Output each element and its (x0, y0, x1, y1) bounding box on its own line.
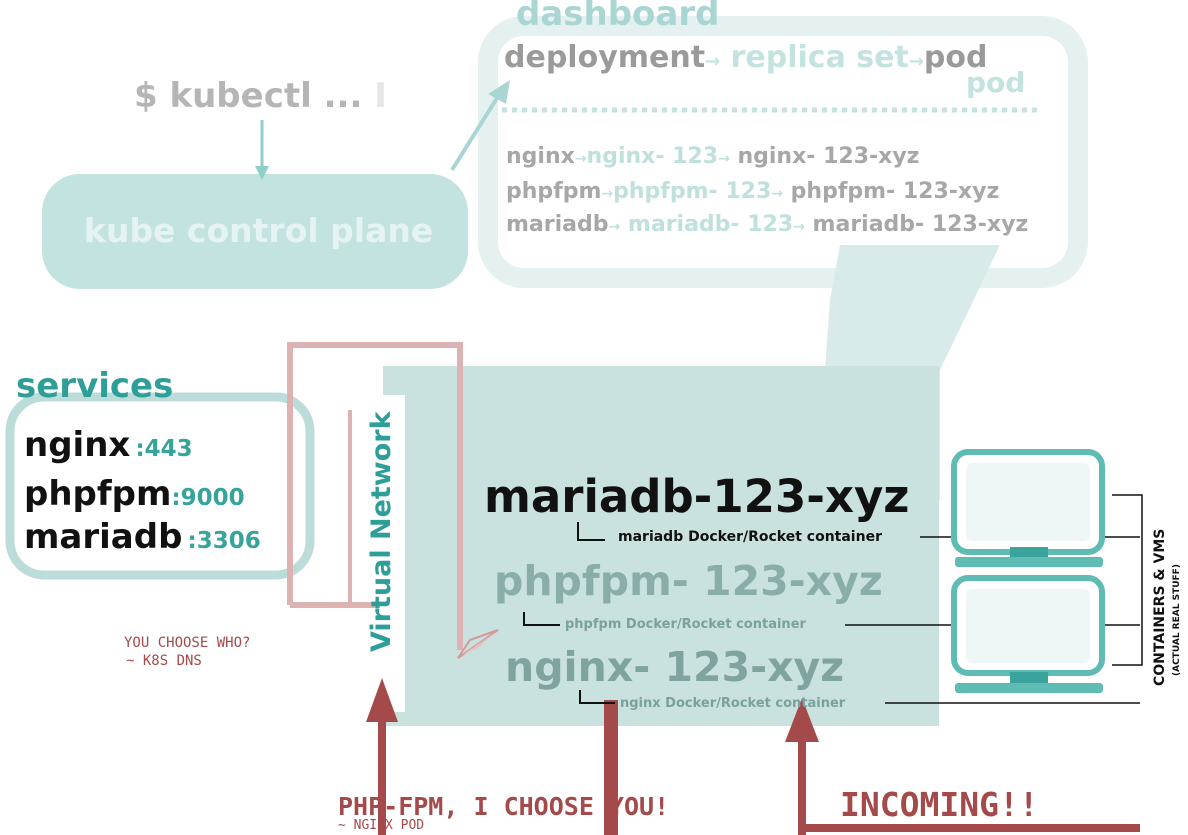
kubectl-command: $ kubectl ... I (134, 76, 387, 116)
service-phpfpm: phpfpm:9000 (24, 474, 245, 514)
cluster-area (383, 366, 939, 726)
header-arrow-1: → (705, 51, 721, 72)
service-name: nginx (24, 425, 131, 465)
row-replica-set: nginx- 123 (586, 144, 719, 169)
dns-arrow-fill (462, 632, 496, 655)
dashboard-arrow-line (450, 88, 504, 172)
services-frame (5, 392, 315, 580)
dashboard-frame (478, 16, 1088, 288)
dns-question-note: YOU CHOOSE WHO? (124, 635, 251, 651)
dashboard-header: deployment→ replica set→pod (504, 40, 987, 75)
row-pod: phpfpm- 123-xyz (790, 179, 1000, 204)
machine-1-stand (1010, 547, 1048, 559)
pod-nginx-container: nginx Docker/Rocket container (620, 696, 846, 711)
header-deployment: deployment (504, 40, 706, 75)
service-name: mariadb (24, 517, 183, 557)
dashboard-row: mariadb→ mariadb- 123→ mariadb- 123-xyz (506, 212, 1028, 237)
machine-2-base (955, 683, 1103, 693)
header-arrow-2: → (908, 51, 924, 72)
service-port: :3306 (187, 528, 261, 554)
row-deployment: nginx (506, 144, 575, 169)
incoming-note: INCOMING!! (840, 785, 1039, 824)
machine-1-screen (966, 463, 1090, 541)
pod-mariadb-name: mariadb-123-xyz (484, 470, 910, 523)
dashboard-row: nginx→nginx- 123→ nginx- 123-xyz (506, 144, 919, 169)
dashboard-arrow-head (488, 80, 510, 104)
row-replica-set: phpfpm- 123 (613, 179, 772, 204)
virtual-network-label: Virtual Network (366, 411, 397, 652)
machines-label: CONTAINERS & VMS (1152, 528, 1168, 686)
row-pod: nginx- 123-xyz (737, 144, 920, 169)
row-replica-set: mariadb- 123 (627, 212, 794, 237)
dns-arrow-head (457, 629, 499, 659)
header-pod-shadow: pod (966, 66, 1026, 99)
service-port: :443 (135, 436, 193, 462)
services-title: services (16, 366, 174, 406)
kubectl-text: $ kubectl ... (134, 76, 363, 116)
row-arrow: → (601, 186, 614, 202)
row-arrow: → (608, 219, 621, 235)
mariadb-bracket (577, 522, 605, 541)
text-cursor-icon: I (374, 76, 387, 116)
row-arrow: → (771, 186, 783, 202)
machine-2-stand (1010, 672, 1048, 684)
kubectl-arrow-head (255, 166, 269, 180)
row-arrow: → (793, 219, 805, 235)
row-deployment: mariadb (506, 212, 609, 237)
dashboard-row: phpfpm→phpfpm- 123→ phpfpm- 123-xyz (506, 179, 999, 204)
machines-bracket (1112, 494, 1143, 666)
php-choose-note: PHP-FPM, I CHOOSE YOU! (338, 792, 670, 821)
dns-answer-note: ~ K8S DNS (126, 653, 202, 669)
php-source-note: ~ NGINX POD (338, 818, 425, 833)
virtual-network-strip-edge (380, 395, 405, 712)
pod-mariadb-container: mariadb Docker/Rocket container (618, 529, 882, 545)
machines-sublabel: (ACTUAL REAL STUFF) (1172, 564, 1182, 676)
row-deployment: phpfpm (506, 179, 602, 204)
incoming-head (785, 698, 819, 742)
header-replica-set: replica set (730, 40, 909, 75)
service-port: :9000 (171, 485, 245, 511)
header-pod: pod (923, 40, 988, 75)
php-path-main (378, 700, 615, 835)
phpfpm-bracket (523, 612, 560, 626)
pod-nginx-name: nginx- 123-xyz (505, 643, 845, 691)
service-nginx: nginx :443 (24, 425, 193, 465)
service-name: phpfpm (24, 474, 172, 514)
machine-1-base (955, 557, 1103, 567)
row-arrow: → (574, 151, 587, 167)
machine-2-screen (966, 589, 1090, 663)
row-pod: mariadb- 123-xyz (812, 212, 1029, 237)
service-mariadb: mariadb :3306 (24, 517, 261, 557)
dashboard-title: dashboard (516, 0, 720, 34)
php-path-head (366, 678, 398, 722)
pod-phpfpm-container: phpfpm Docker/Rocket container (565, 617, 806, 632)
pod-phpfpm-name: phpfpm- 123-xyz (494, 557, 883, 605)
row-arrow: → (718, 151, 730, 167)
nginx-bracket (579, 690, 615, 704)
control-plane-box (42, 174, 468, 289)
control-plane-label: kube control plane (84, 211, 434, 250)
